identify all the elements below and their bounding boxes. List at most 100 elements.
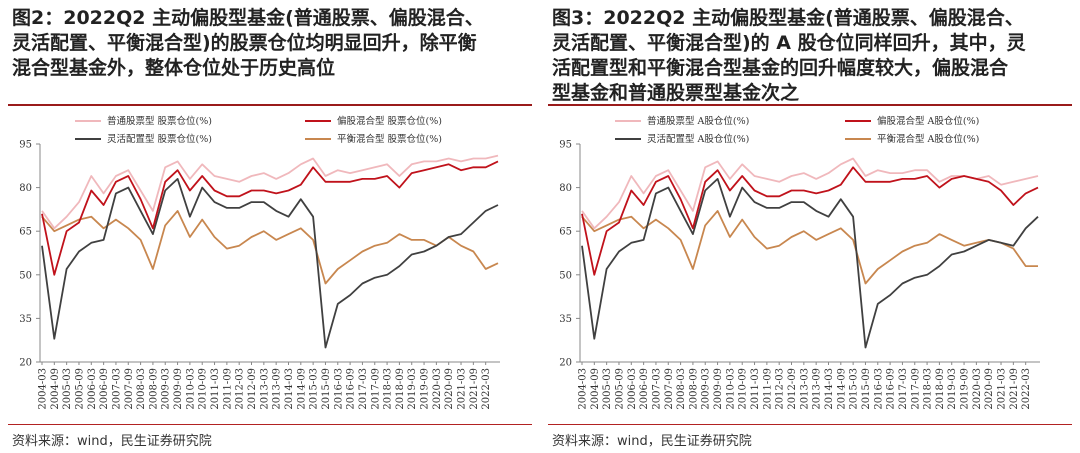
figure-2-x-tick-label: 2019-03 bbox=[407, 368, 418, 410]
figure-2-x-tick-label: 2016-09 bbox=[346, 368, 357, 410]
figure-2-x-tick-label: 2009-09 bbox=[173, 368, 184, 410]
figure-3-series-line-balanced bbox=[581, 210, 1038, 285]
figure-2-x-tick-label: 2010-09 bbox=[198, 368, 209, 410]
figure-3-x-tick-label: 2019-09 bbox=[960, 368, 971, 410]
figure-3-x-tick-label: 2013-09 bbox=[812, 368, 823, 410]
figure-3-x-tick-label: 2007-09 bbox=[664, 368, 675, 410]
figure-2-x-tick-label: 2012-03 bbox=[235, 368, 246, 410]
figure-3-source-rule bbox=[548, 424, 1072, 425]
figure-2-x-tick-label: 2021-03 bbox=[457, 368, 468, 410]
figure-2-title-rule bbox=[8, 104, 532, 106]
figure-3-x-tick-label: 2005-03 bbox=[602, 368, 613, 410]
figure-2-x-tick-label: 2020-09 bbox=[444, 368, 455, 410]
figure-3-legend-label-balanced: 平衡混合型 A股仓位(%) bbox=[877, 133, 979, 145]
figure-3-x-tick-label: 2004-09 bbox=[590, 368, 601, 410]
figure-2-x-tick-label: 2020-03 bbox=[432, 368, 443, 410]
figure-2-series-line-flexible bbox=[41, 178, 499, 349]
figure-2-x-tick-label: 2021-09 bbox=[469, 368, 480, 410]
figure-2-x-tick-label: 2009-03 bbox=[161, 368, 172, 410]
figure-3-source: 资料来源：wind，民生证券研究院 bbox=[552, 434, 752, 449]
figure-2-y-tick-label: 65 bbox=[19, 227, 32, 238]
figure-3-x-tick-label: 2022-03 bbox=[1021, 368, 1032, 410]
figure-2-y-tick-label: 35 bbox=[19, 314, 32, 325]
figure-3-title: 图3：2022Q2 主动偏股型基金(普通股票、偏股混合、 灵活配置、平衡混合型)… bbox=[552, 7, 1026, 104]
figure-3-y-tick-label: 50 bbox=[559, 270, 572, 281]
figure-3-x-tick-label: 2004-03 bbox=[578, 368, 589, 410]
figure-3-series-line-flexible bbox=[581, 178, 1039, 349]
figure-3-panel: 图3：2022Q2 主动偏股型基金(普通股票、偏股混合、 灵活配置、平衡混合型)… bbox=[540, 0, 1080, 453]
figure-2-x-tick-label: 2013-03 bbox=[259, 368, 270, 410]
figure-2-x-tick-label: 2007-03 bbox=[111, 368, 122, 410]
figure-3-x-tick-label: 2015-09 bbox=[861, 368, 872, 410]
figure-2-legend-label-partial-stock: 偏股混合型 股票仓位(%) bbox=[337, 115, 442, 127]
figure-2-series-line-partial-stock bbox=[41, 160, 499, 276]
figure-3-series-line-partial-stock bbox=[581, 166, 1039, 276]
figure-3-x-tick-label: 2013-03 bbox=[799, 368, 810, 410]
figure-2-y-tick-label: 20 bbox=[19, 358, 32, 369]
figure-2-x-tick-label: 2022-03 bbox=[481, 368, 492, 410]
figure-3-chart: 普通股票型 A股仓位(%) 偏股混合型 A股仓位(%) 灵活配置型 A股仓位(%) 平… bbox=[559, 115, 1040, 410]
figure-3-x-tick-label: 2018-09 bbox=[935, 368, 946, 410]
figure-3-x-tick-label: 2016-09 bbox=[886, 368, 897, 410]
figure-3-x-tick-label: 2006-03 bbox=[627, 368, 638, 410]
figure-3-x-tick-label: 2008-03 bbox=[676, 368, 687, 410]
figure-3-y-tick-label: 65 bbox=[559, 227, 572, 238]
figure-2-x-tick-label: 2018-09 bbox=[395, 368, 406, 410]
figure-2-x-tick-label: 2006-09 bbox=[99, 368, 110, 410]
figure-3-y-tick-label: 95 bbox=[559, 140, 572, 151]
figure-3-x-tick-label: 2020-03 bbox=[972, 368, 983, 410]
figure-2-source: 资料来源：wind，民生证券研究院 bbox=[12, 434, 212, 449]
figure-2-x-tick-label: 2014-09 bbox=[296, 368, 307, 410]
figure-3-x-tick-label: 2009-03 bbox=[701, 368, 712, 410]
figure-3-legend-label-partial-stock: 偏股混合型 A股仓位(%) bbox=[877, 115, 979, 127]
figure-2-x-tick-label: 2012-09 bbox=[247, 368, 258, 410]
figure-2-y-tick-label: 80 bbox=[19, 183, 32, 194]
figure-2-x-tick-label: 2005-03 bbox=[62, 368, 73, 410]
figure-2-series-line-pure-stock bbox=[41, 154, 499, 230]
figure-3-x-tick-label: 2012-09 bbox=[787, 368, 798, 410]
figure-2-x-tick-label: 2008-09 bbox=[148, 368, 159, 410]
figure-2-panel: 图2：2022Q2 主动偏股型基金(普通股票、偏股混合、 灵活配置、平衡混合型)… bbox=[8, 7, 532, 449]
figure-3-title-rule bbox=[548, 104, 1072, 106]
figure-2-legend-label-pure-stock: 普通股票型 股票仓位(%) bbox=[107, 115, 212, 127]
figure-3-x-tick-label: 2008-09 bbox=[688, 368, 699, 410]
figure-3-x-tick-label: 2012-03 bbox=[775, 368, 786, 410]
figure-2-title: 图2：2022Q2 主动偏股型基金(普通股票、偏股混合、 灵活配置、平衡混合型)… bbox=[12, 7, 484, 79]
figure-3-x-tick-label: 2010-03 bbox=[725, 368, 736, 410]
figure-3-y-tick-label: 35 bbox=[559, 314, 572, 325]
figure-2-series-line-balanced bbox=[41, 210, 499, 285]
figure-3-x-tick-label: 2011-03 bbox=[750, 368, 761, 410]
figure-3-x-tick-label: 2016-03 bbox=[873, 368, 884, 410]
figure-2-x-tick-label: 2010-03 bbox=[185, 368, 196, 410]
figure-3-x-tick-label: 2018-03 bbox=[923, 368, 934, 410]
figure-2-x-tick-label: 2017-03 bbox=[358, 368, 369, 410]
figure-3-x-tick-label: 2009-09 bbox=[713, 368, 724, 410]
figure-3-y-tick-label: 80 bbox=[559, 183, 572, 194]
figure-2-x-tick-label: 2015-09 bbox=[321, 368, 332, 410]
figure-3-y-tick-label: 20 bbox=[559, 358, 572, 369]
figure-2-legend-label-flexible: 灵活配置型 股票仓位(%) bbox=[107, 133, 212, 145]
figure-2-x-tick-label: 2014-03 bbox=[284, 368, 295, 410]
figure-3-x-tick-label: 2006-09 bbox=[639, 368, 650, 410]
figure-2-x-tick-label: 2019-09 bbox=[420, 368, 431, 410]
figure-2-x-tick-label: 2005-09 bbox=[74, 368, 85, 410]
figure-2-x-tick-label: 2013-09 bbox=[272, 368, 283, 410]
figure-3-x-tick-label: 2020-09 bbox=[984, 368, 995, 410]
figure-3-x-tick-label: 2014-09 bbox=[836, 368, 847, 410]
figure-2-x-tick-label: 2011-09 bbox=[222, 368, 233, 410]
figure-2-y-tick-label: 95 bbox=[19, 140, 32, 151]
figure-2-x-tick-label: 2008-03 bbox=[136, 368, 147, 410]
figure-3-x-tick-label: 2014-03 bbox=[824, 368, 835, 410]
figure-2-x-tick-label: 2004-09 bbox=[50, 368, 61, 410]
figure-2-legend-label-balanced: 平衡混合型 股票仓位(%) bbox=[337, 133, 442, 145]
figure-2-x-tick-label: 2017-09 bbox=[370, 368, 381, 410]
figure-3-x-tick-label: 2007-03 bbox=[651, 368, 662, 410]
figure-2-source-rule bbox=[8, 424, 532, 425]
figure-2-x-tick-label: 2006-03 bbox=[87, 368, 98, 410]
figure-2-x-tick-label: 2004-03 bbox=[38, 368, 49, 410]
figure-3-x-tick-label: 2005-09 bbox=[614, 368, 625, 410]
figure-3-legend-label-pure-stock: 普通股票型 A股仓位(%) bbox=[647, 115, 749, 127]
figure-3-x-tick-label: 2019-03 bbox=[947, 368, 958, 410]
figure-3-legend-label-flexible: 灵活配置型 A股仓位(%) bbox=[647, 133, 749, 145]
figure-2-x-tick-label: 2015-03 bbox=[309, 368, 320, 410]
